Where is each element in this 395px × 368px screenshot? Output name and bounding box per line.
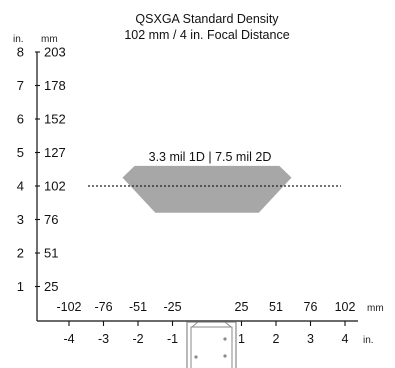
y-tick-label-in: 8 [17, 45, 24, 60]
x-tick-label-in: 4 [342, 332, 349, 346]
x-tick-label-in: -1 [167, 332, 178, 346]
y-tick-label-mm: 203 [44, 45, 66, 60]
read-field-area [122, 165, 292, 213]
y-tick-label-mm: 178 [44, 78, 66, 93]
y-axis-unit-mm: mm [41, 34, 58, 45]
scanner-screw [223, 354, 227, 358]
y-tick-label-mm: 102 [44, 179, 66, 194]
y-tick-label-in: 2 [17, 246, 24, 261]
y-axis-unit-in: in. [13, 34, 24, 45]
x-tick-label-in: -4 [63, 332, 74, 346]
y-tick-label-mm: 25 [44, 279, 58, 294]
y-tick-label-in: 6 [17, 112, 24, 127]
y-tick-label-in: 4 [17, 179, 24, 194]
scanner-screw [223, 337, 227, 341]
x-tick-label-mm: 51 [269, 300, 283, 314]
x-tick-label-mm: 25 [235, 300, 249, 314]
y-tick-label-in: 1 [17, 279, 24, 294]
x-tick-label-mm: 76 [304, 300, 318, 314]
x-axis-unit-mm: mm [367, 303, 384, 314]
x-tick-label-in: 3 [307, 332, 314, 346]
x-tick-label-in: 2 [273, 332, 280, 346]
x-tick-label-in: 1 [238, 332, 245, 346]
y-tick-label-mm: 51 [44, 246, 58, 261]
y-tick-label-in: 7 [17, 78, 24, 93]
scanner-inner-outline [190, 326, 233, 368]
x-tick-label-mm: 102 [335, 300, 356, 314]
y-tick-label-in: 5 [17, 145, 24, 160]
scanner-bevel-right [224, 321, 232, 328]
y-tick-label-mm: 127 [44, 145, 66, 160]
x-tick-label-in: -3 [98, 332, 109, 346]
chart-title: QSXGA Standard Density [135, 12, 279, 26]
y-tick-label-mm: 76 [44, 212, 58, 227]
scanner-bevel-left [191, 321, 199, 328]
x-tick-label-mm: -25 [163, 300, 181, 314]
y-tick-label-mm: 152 [44, 112, 66, 127]
x-tick-label-in: -2 [132, 332, 143, 346]
x-tick-label-mm: -102 [56, 300, 81, 314]
scanner-screw [194, 355, 198, 359]
resolution-annotation: 3.3 mil 1D | 7.5 mil 2D [149, 150, 272, 164]
scanner-icon [186, 321, 237, 368]
scanner-outline [186, 321, 237, 368]
chart-subtitle: 102 mm / 4 in. Focal Distance [124, 28, 289, 42]
x-tick-label-mm: -51 [129, 300, 147, 314]
y-tick-label-in: 3 [17, 212, 24, 227]
x-axis-unit-in: in. [363, 335, 374, 346]
x-tick-label-mm: -76 [94, 300, 112, 314]
